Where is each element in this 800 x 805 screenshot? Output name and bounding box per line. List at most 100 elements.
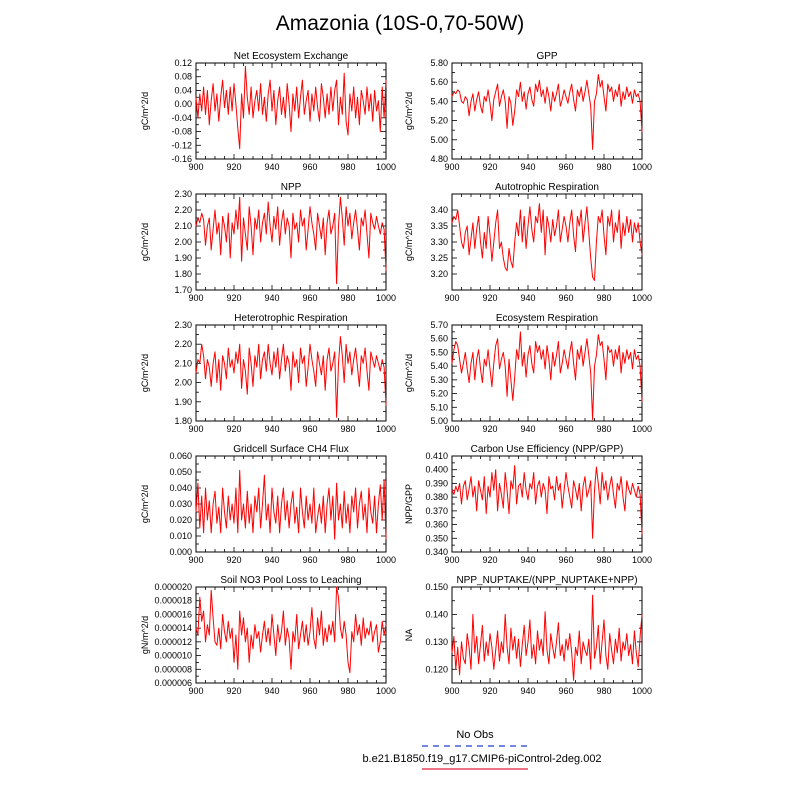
x-tick-label: 980 [340, 686, 355, 696]
x-tick-label: 1000 [632, 162, 652, 172]
x-tick-label: 900 [188, 686, 203, 696]
x-tick-label: 980 [596, 424, 611, 434]
x-tick-label: 940 [520, 162, 535, 172]
x-tick-label: 920 [226, 555, 241, 565]
y-tick-label: 3.20 [430, 269, 448, 279]
y-tick-label: 0.00 [174, 99, 192, 109]
y-tick-label: 3.35 [430, 221, 448, 231]
y-tick-label: 5.50 [430, 347, 448, 357]
y-tick-label: 3.40 [430, 205, 448, 215]
panel-title: NPP [281, 182, 302, 193]
x-tick-label: 920 [482, 162, 497, 172]
y-tick-label: 0.000014 [154, 623, 192, 633]
x-tick-label: 980 [596, 162, 611, 172]
y-tick-label: 0.040 [169, 483, 192, 493]
x-tick-label: 920 [226, 686, 241, 696]
panel-carbon-use-efficiency-npp-gpp: Carbon Use Efficiency (NPP/GPP) 900 920 940… [404, 444, 652, 565]
x-tick-label: 940 [264, 555, 279, 565]
y-axis-label: gC/m^2/d [140, 92, 150, 130]
x-tick-label: 900 [188, 293, 203, 303]
x-tick-label: 1000 [376, 293, 396, 303]
series-line [451, 594, 643, 681]
x-tick-label: 1000 [376, 424, 396, 434]
x-tick-label: 900 [444, 686, 459, 696]
x-tick-label: 1000 [632, 424, 652, 434]
x-tick-label: 920 [482, 293, 497, 303]
x-tick-label: 980 [340, 293, 355, 303]
y-tick-label: 0.130 [425, 637, 448, 647]
y-axis-label: gC/m^2/d [140, 485, 150, 523]
x-tick-label: 900 [188, 424, 203, 434]
x-tick-label: 960 [302, 424, 317, 434]
y-tick-label: 0.410 [425, 451, 448, 461]
series-line [451, 203, 643, 281]
y-tick-label: 0.12 [174, 58, 192, 68]
panel-title: GPP [536, 51, 557, 62]
x-tick-label: 960 [558, 686, 573, 696]
y-tick-label: 0.380 [425, 492, 448, 502]
x-tick-label: 920 [482, 424, 497, 434]
series-line [195, 336, 387, 418]
x-tick-label: 940 [264, 686, 279, 696]
y-tick-label: 0.020 [169, 515, 192, 525]
y-tick-label: 2.10 [174, 358, 192, 368]
y-tick-label: 1.80 [174, 269, 192, 279]
panel-title: Autotrophic Respiration [495, 182, 599, 193]
y-tick-label: 2.00 [174, 378, 192, 388]
x-tick-label: 980 [340, 424, 355, 434]
y-tick-label: 2.30 [174, 189, 192, 199]
y-axis-label: gC/m^2/d [404, 223, 414, 261]
panel-title: Heterotrophic Respiration [234, 313, 347, 324]
y-tick-label: 4.80 [430, 154, 448, 164]
y-tick-label: 0.000016 [154, 609, 192, 619]
y-tick-label: 0.000012 [154, 637, 192, 647]
x-tick-label: 960 [558, 555, 573, 565]
panel-autotrophic-respiration: Autotrophic Respiration 900 920 940 960 980 10… [404, 182, 652, 303]
y-tick-label: 0.000020 [154, 582, 192, 592]
figure-title: Amazonia (10S-0,70-50W) [276, 12, 525, 35]
y-tick-label: 0.400 [425, 465, 448, 475]
y-tick-label: 0.000006 [154, 678, 192, 688]
y-tick-label: 5.30 [430, 375, 448, 385]
series-line [451, 331, 643, 421]
y-tick-label: 2.20 [174, 205, 192, 215]
y-tick-label: 0.140 [425, 609, 448, 619]
series-line [195, 196, 387, 285]
x-tick-label: 980 [596, 293, 611, 303]
y-tick-label: 0.050 [169, 467, 192, 477]
panel-ecosystem-respiration: Ecosystem Respiration 900 920 940 960 980 1000… [404, 313, 652, 434]
y-tick-label: 0.08 [174, 72, 192, 82]
x-tick-label: 980 [340, 555, 355, 565]
y-tick-label: 3.25 [430, 253, 448, 263]
x-tick-label: 920 [482, 686, 497, 696]
x-tick-label: 940 [264, 293, 279, 303]
panel-gpp: GPP 900 920 940 960 980 1000 4.80 5.00 5.20 5.40 5.… [404, 51, 652, 172]
panel-title: Gridcell Surface CH4 Flux [233, 444, 349, 455]
panel-title: Carbon Use Efficiency (NPP/GPP) [471, 444, 624, 455]
y-tick-label: 0.370 [425, 506, 448, 516]
panel-title: Net Ecosystem Exchange [234, 51, 349, 62]
y-tick-label: 5.20 [430, 116, 448, 126]
y-tick-label: 5.60 [430, 334, 448, 344]
x-tick-label: 1000 [632, 555, 652, 565]
x-tick-label: 960 [302, 162, 317, 172]
x-tick-label: 940 [520, 293, 535, 303]
x-tick-label: 920 [482, 555, 497, 565]
x-tick-label: 920 [226, 424, 241, 434]
panel-grid: Net Ecosystem Exchange 900 920 940 960 980 100… [140, 51, 652, 696]
y-tick-label: -0.04 [171, 113, 192, 123]
x-tick-label: 960 [302, 293, 317, 303]
x-tick-label: 900 [444, 162, 459, 172]
x-tick-label: 900 [444, 424, 459, 434]
y-tick-label: 0.04 [174, 85, 192, 95]
panel-title: NPP_NUPTAKE/(NPP_NUPTAKE+NPP) [456, 575, 637, 586]
series-line [195, 469, 387, 540]
y-tick-label: 0.120 [425, 664, 448, 674]
x-tick-label: 980 [596, 555, 611, 565]
y-tick-label: 2.30 [174, 320, 192, 330]
y-axis-label: gC/m^2/d [404, 92, 414, 130]
y-tick-label: 2.20 [174, 339, 192, 349]
y-tick-label: 5.00 [430, 416, 448, 426]
